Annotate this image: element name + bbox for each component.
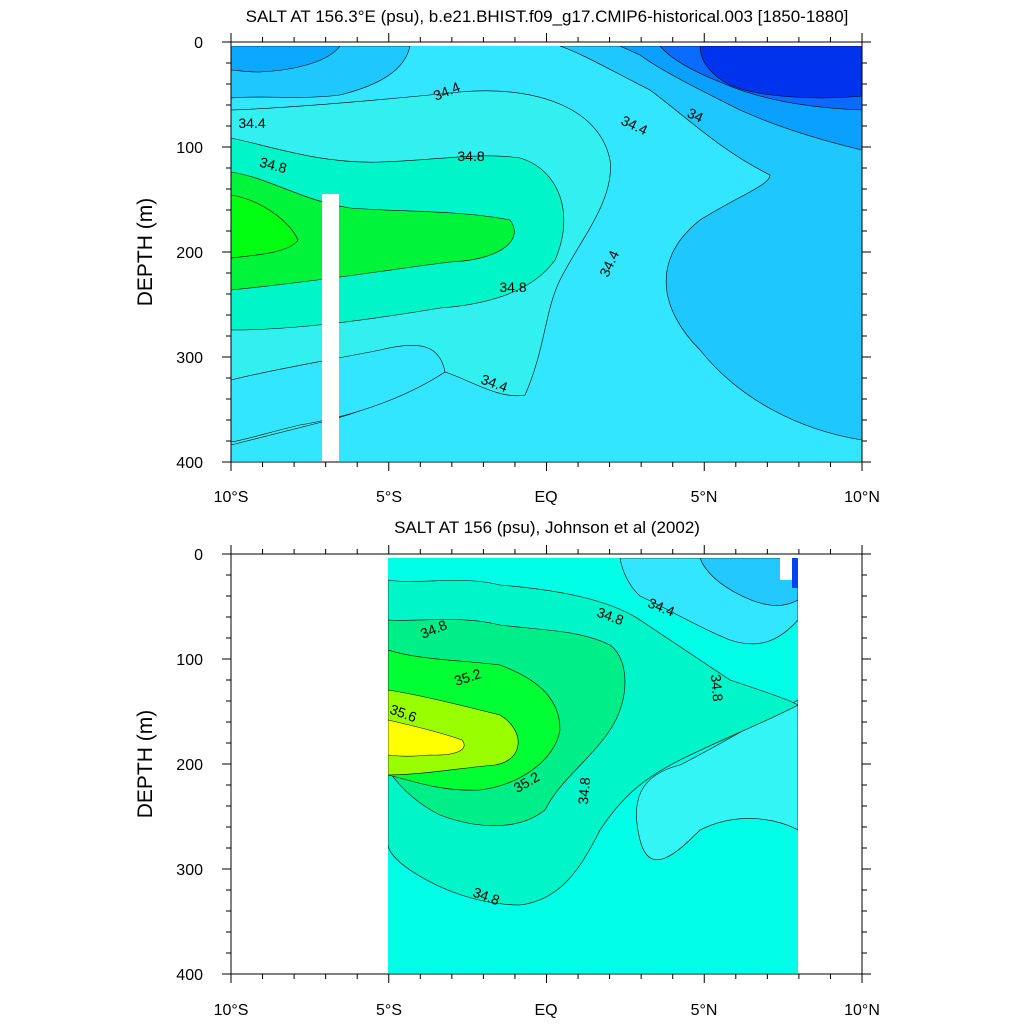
- obs-salinity-field: [388, 558, 798, 973]
- obs-xtick-labels: 10°S 5°S EQ 5°N 10°N: [214, 1002, 880, 1019]
- obs-ytick-400: 400: [176, 967, 203, 984]
- model-xtick-10s: 10°S: [214, 489, 249, 506]
- obs-xtick-5n: 5°N: [691, 1002, 718, 1019]
- model-contour-label: 34.8: [457, 148, 484, 164]
- model-contour-label: 34: [685, 105, 706, 126]
- model-xtick-5n: 5°N: [691, 489, 718, 506]
- obs-xtick-eq: EQ: [534, 1002, 557, 1019]
- obs-contour-label: 34.8: [575, 776, 593, 805]
- model-band-35.2: [231, 194, 299, 259]
- panel-observations: SALT AT 156 (psu), Johnson et al (2002) …: [134, 518, 880, 1019]
- model-ytick-labels: 0 100 200 300 400: [176, 35, 203, 472]
- obs-title: SALT AT 156 (psu), Johnson et al (2002): [394, 518, 700, 537]
- model-xtick-5s: 5°S: [376, 489, 402, 506]
- obs-ytick-0: 0: [194, 547, 203, 564]
- model-band-34.2: [559, 46, 862, 441]
- obs-ytick-200: 200: [176, 757, 203, 774]
- obs-fresh-strip: [792, 558, 798, 588]
- model-missing-column: [322, 194, 339, 461]
- model-band-33.6: [699, 46, 862, 99]
- obs-band-34.6-deep: [636, 699, 798, 861]
- obs-band-35.6: [388, 719, 465, 757]
- obs-xtick-5s: 5°S: [376, 1002, 402, 1019]
- obs-ylabel: DEPTH (m): [134, 710, 157, 819]
- obs-ytick-100: 100: [176, 652, 203, 669]
- model-xtick-10n: 10°N: [844, 489, 880, 506]
- model-ytick-200: 200: [176, 245, 203, 262]
- model-title: SALT AT 156.3°E (psu), b.e21.BHIST.f09_g…: [246, 7, 849, 26]
- obs-ytick-300: 300: [176, 862, 203, 879]
- model-xtick-eq: EQ: [534, 489, 557, 506]
- model-band-34.0-south: [231, 46, 341, 73]
- model-xtick-labels: 10°S 5°S EQ 5°N 10°N: [214, 489, 880, 506]
- obs-xtick-10s: 10°S: [214, 1002, 249, 1019]
- model-contour-label: 34.8: [258, 154, 289, 177]
- model-ylabel: DEPTH (m): [134, 198, 157, 307]
- model-contour-label: 34.4: [238, 115, 265, 131]
- obs-ytick-labels: 0 100 200 300 400: [176, 547, 203, 984]
- model-ytick-100: 100: [176, 140, 203, 157]
- model-contour-label: 34.8: [499, 279, 526, 295]
- panel-model: SALT AT 156.3°E (psu), b.e21.BHIST.f09_g…: [134, 7, 880, 506]
- obs-contour-label: 34.8: [708, 674, 726, 703]
- obs-missing-notch: [780, 558, 792, 580]
- model-ticks: [222, 33, 871, 471]
- obs-ticks: [222, 545, 871, 983]
- model-ytick-0: 0: [194, 35, 203, 52]
- obs-xtick-10n: 10°N: [844, 1002, 880, 1019]
- model-ytick-400: 400: [176, 455, 203, 472]
- model-salinity-field: [231, 46, 862, 461]
- obs-band-34.2: [699, 558, 798, 606]
- model-ytick-300: 300: [176, 350, 203, 367]
- model-band-35.0: [231, 171, 515, 291]
